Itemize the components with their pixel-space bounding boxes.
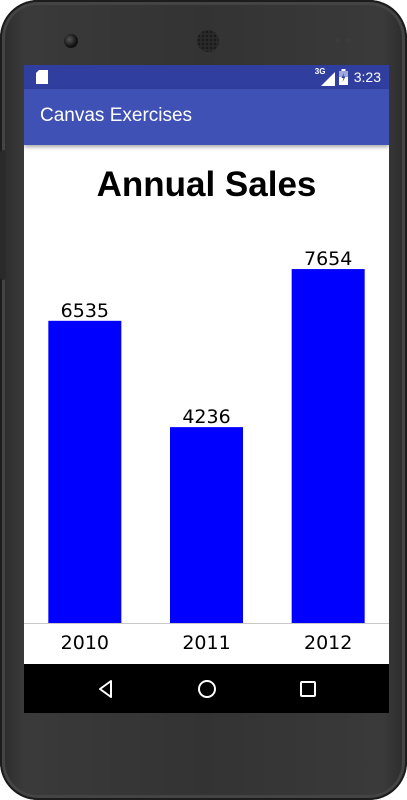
chart-content: Annual Sales 6535 2010 4236 2011 7654 2012 <box>24 145 389 664</box>
x-tick-label-2011: 2011 <box>182 632 230 654</box>
x-tick-label-2010: 2010 <box>61 632 109 654</box>
bar-2010 <box>48 320 122 623</box>
bar-2011 <box>170 427 243 623</box>
home-icon[interactable] <box>196 678 218 700</box>
proximity-sensor <box>335 38 351 44</box>
recents-icon[interactable] <box>297 678 319 700</box>
clock: 3:23 <box>353 69 381 85</box>
earpiece-speaker <box>197 30 219 52</box>
app-bar: Canvas Exercises <box>24 89 389 145</box>
navigation-bar <box>24 664 389 713</box>
data-label-2010: 6535 <box>61 300 109 322</box>
signal-icon: 3G <box>314 67 335 86</box>
app-title: Canvas Exercises <box>40 105 193 126</box>
x-tick-label-2012: 2012 <box>304 632 352 654</box>
bar-2012 <box>291 269 365 623</box>
data-label-2012: 7654 <box>304 248 352 270</box>
screen: 3G 3:23 Canvas Exercises <box>24 65 389 713</box>
network-type: 3G <box>314 67 326 76</box>
status-indicators: 3G 3:23 <box>314 67 381 86</box>
bar-chart: 6535 2010 4236 2011 7654 2012 <box>24 248 389 654</box>
back-icon[interactable] <box>95 678 117 700</box>
data-label-2011: 4236 <box>182 406 230 428</box>
chart-title: Annual Sales <box>96 165 317 204</box>
status-bar: 3G 3:23 <box>24 65 389 89</box>
sd-card-icon <box>36 70 48 84</box>
volume-button <box>0 150 6 280</box>
battery-icon <box>338 69 348 85</box>
front-camera <box>64 34 78 48</box>
